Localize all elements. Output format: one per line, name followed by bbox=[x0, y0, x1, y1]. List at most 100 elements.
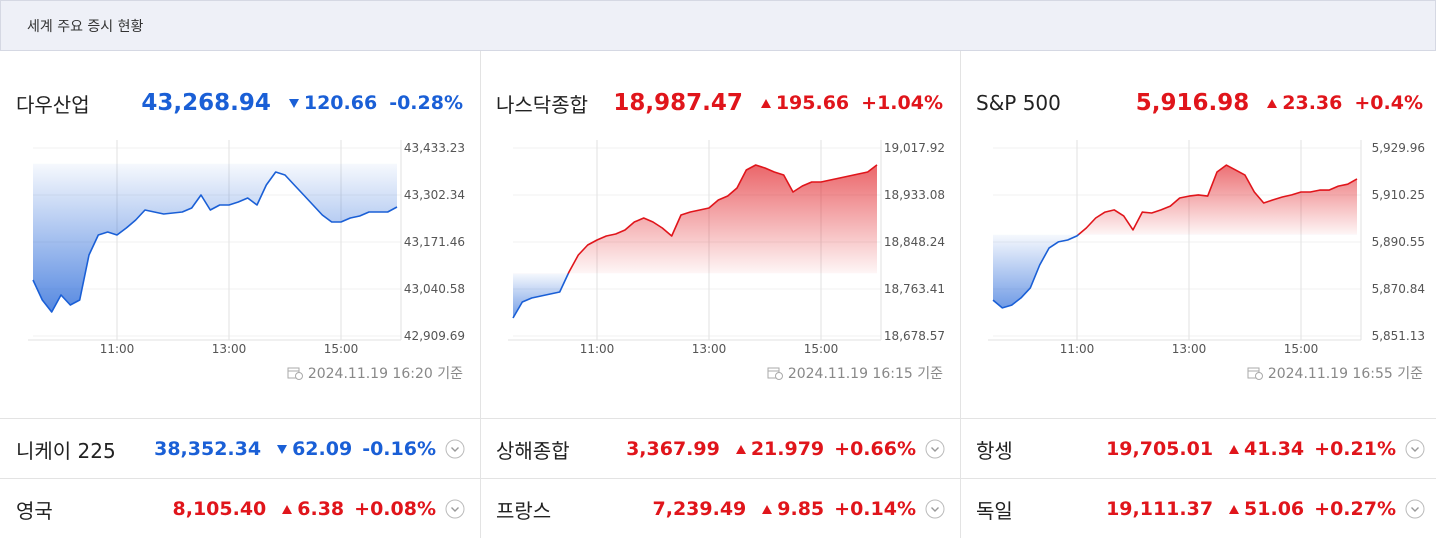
index-summary: 다우산업 43,268.94 120.66 -0.28% bbox=[16, 80, 463, 126]
expand-button[interactable] bbox=[445, 439, 465, 459]
index-summary: 나스닥종합 18,987.47 195.66 +1.04% bbox=[496, 80, 943, 126]
index-figures: 8,105.40 6.38 +0.08% bbox=[173, 498, 466, 520]
expand-button[interactable] bbox=[925, 499, 945, 519]
index-value: 3,367.99 bbox=[626, 438, 720, 460]
index-value: 8,105.40 bbox=[172, 498, 267, 520]
timestamp-text: 2024.11.19 16:15 기준 bbox=[787, 366, 943, 382]
timestamp: 2024.11.19 16:20 기준 bbox=[16, 363, 463, 383]
index-name: 항셍 bbox=[976, 438, 1013, 463]
x-tick-label: 13:00 bbox=[212, 342, 247, 356]
index-row: 독일 19,111.37 51.06 +0.27% bbox=[976, 480, 1425, 538]
index-percent: +0.27% bbox=[1314, 498, 1396, 520]
y-tick-label: 5,929.96 bbox=[1372, 141, 1425, 155]
direction-arrow bbox=[277, 444, 288, 454]
index-change: 120.66 bbox=[303, 92, 378, 114]
index-figures: 18,987.47 195.66 +1.04% bbox=[613, 90, 943, 116]
timestamp-text: 2024.11.19 16:20 기준 bbox=[307, 366, 463, 382]
index-figures: 38,352.34 62.09 -0.16% bbox=[154, 438, 465, 460]
area bbox=[513, 164, 877, 318]
expand-button[interactable] bbox=[445, 499, 465, 519]
index-change: 51.06 bbox=[1244, 498, 1305, 520]
index-name: 다우산업 bbox=[16, 92, 90, 117]
index-percent: +0.21% bbox=[1314, 438, 1396, 460]
index-name: 독일 bbox=[976, 498, 1013, 523]
index-value: 19,111.37 bbox=[1106, 498, 1214, 520]
index-row: 프랑스 7,239.49 9.85 +0.14% bbox=[496, 480, 945, 538]
expand-button[interactable] bbox=[1405, 439, 1425, 459]
index-summary: S&P 500 5,916.98 23.36 +0.4% bbox=[976, 80, 1423, 126]
header: 세계 주요 증시 현황 bbox=[0, 0, 1436, 51]
divider bbox=[960, 51, 961, 538]
direction-arrow bbox=[282, 504, 293, 514]
y-tick-label: 43,433.23 bbox=[404, 141, 465, 155]
y-tick-label: 5,910.25 bbox=[1372, 188, 1425, 202]
index-value: 5,916.98 bbox=[1135, 90, 1250, 116]
index-change: 23.36 bbox=[1282, 92, 1343, 114]
index-figures: 19,111.37 51.06 +0.27% bbox=[1106, 498, 1425, 520]
y-tick-label: 18,678.57 bbox=[884, 329, 945, 343]
direction-arrow bbox=[1267, 98, 1278, 108]
area bbox=[993, 165, 1357, 308]
index-change: 9.85 bbox=[777, 498, 825, 520]
index-value: 7,239.49 bbox=[652, 498, 747, 520]
index-value: 19,705.01 bbox=[1106, 438, 1214, 460]
direction-arrow bbox=[735, 444, 746, 454]
index-name: 나스닥종합 bbox=[496, 92, 588, 117]
index-change: 21.979 bbox=[750, 438, 825, 460]
y-tick-label: 5,890.55 bbox=[1372, 235, 1425, 249]
y-tick-label: 43,171.46 bbox=[404, 235, 465, 249]
index-row: 니케이 225 38,352.34 62.09 -0.16% bbox=[16, 420, 465, 478]
x-tick-label: 13:00 bbox=[692, 342, 727, 356]
y-tick-label: 19,017.92 bbox=[884, 141, 945, 155]
index-row: 항셍 19,705.01 41.34 +0.21% bbox=[976, 420, 1425, 478]
index-name: 프랑스 bbox=[496, 498, 552, 523]
y-tick-label: 18,848.24 bbox=[884, 235, 945, 249]
index-percent: -0.28% bbox=[389, 92, 463, 114]
direction-arrow bbox=[1229, 444, 1240, 454]
y-tick-label: 5,870.84 bbox=[1372, 282, 1425, 296]
index-change: 6.38 bbox=[297, 498, 345, 520]
line bbox=[32, 171, 398, 313]
index-percent: +0.08% bbox=[354, 498, 436, 520]
index-figures: 3,367.99 21.979 +0.66% bbox=[626, 438, 945, 460]
y-tick-label: 18,763.41 bbox=[884, 282, 945, 296]
clock-icon bbox=[1247, 367, 1263, 380]
direction-arrow bbox=[288, 98, 299, 108]
index-name: 영국 bbox=[16, 498, 53, 523]
expand-button[interactable] bbox=[925, 439, 945, 459]
y-tick-label: 42,909.69 bbox=[404, 329, 465, 343]
clock-icon bbox=[767, 367, 783, 380]
direction-arrow bbox=[760, 98, 771, 108]
clock-icon bbox=[287, 367, 303, 380]
index-percent: +1.04% bbox=[861, 92, 943, 114]
index-figures: 19,705.01 41.34 +0.21% bbox=[1106, 438, 1425, 460]
area bbox=[33, 163, 397, 312]
x-tick-label: 13:00 bbox=[1172, 342, 1207, 356]
expand-button[interactable] bbox=[1405, 499, 1425, 519]
direction-arrow bbox=[762, 504, 773, 514]
index-percent: +0.14% bbox=[834, 498, 916, 520]
index-percent: -0.16% bbox=[362, 438, 436, 460]
index-name: 상해종합 bbox=[496, 438, 570, 463]
x-tick-label: 15:00 bbox=[324, 342, 359, 356]
index-change: 41.34 bbox=[1244, 438, 1305, 460]
divider bbox=[480, 51, 481, 538]
timestamp: 2024.11.19 16:15 기준 bbox=[496, 363, 943, 383]
y-tick-label: 18,933.08 bbox=[884, 188, 945, 202]
index-name: 니케이 225 bbox=[16, 438, 116, 463]
index-figures: 43,268.94 120.66 -0.28% bbox=[141, 90, 463, 116]
index-value: 38,352.34 bbox=[154, 438, 262, 460]
index-change: 62.09 bbox=[292, 438, 353, 460]
y-tick-label: 43,302.34 bbox=[404, 188, 465, 202]
index-change: 195.66 bbox=[775, 92, 850, 114]
index-value: 43,268.94 bbox=[141, 90, 271, 116]
index-percent: +0.4% bbox=[1354, 92, 1423, 114]
index-row: 상해종합 3,367.99 21.979 +0.66% bbox=[496, 420, 945, 478]
index-value: 18,987.47 bbox=[613, 90, 743, 116]
header-title: 세계 주요 증시 현황 bbox=[27, 19, 144, 35]
index-row: 영국 8,105.40 6.38 +0.08% bbox=[16, 480, 465, 538]
x-tick-label: 11:00 bbox=[100, 342, 135, 356]
y-tick-label: 5,851.13 bbox=[1372, 329, 1425, 343]
